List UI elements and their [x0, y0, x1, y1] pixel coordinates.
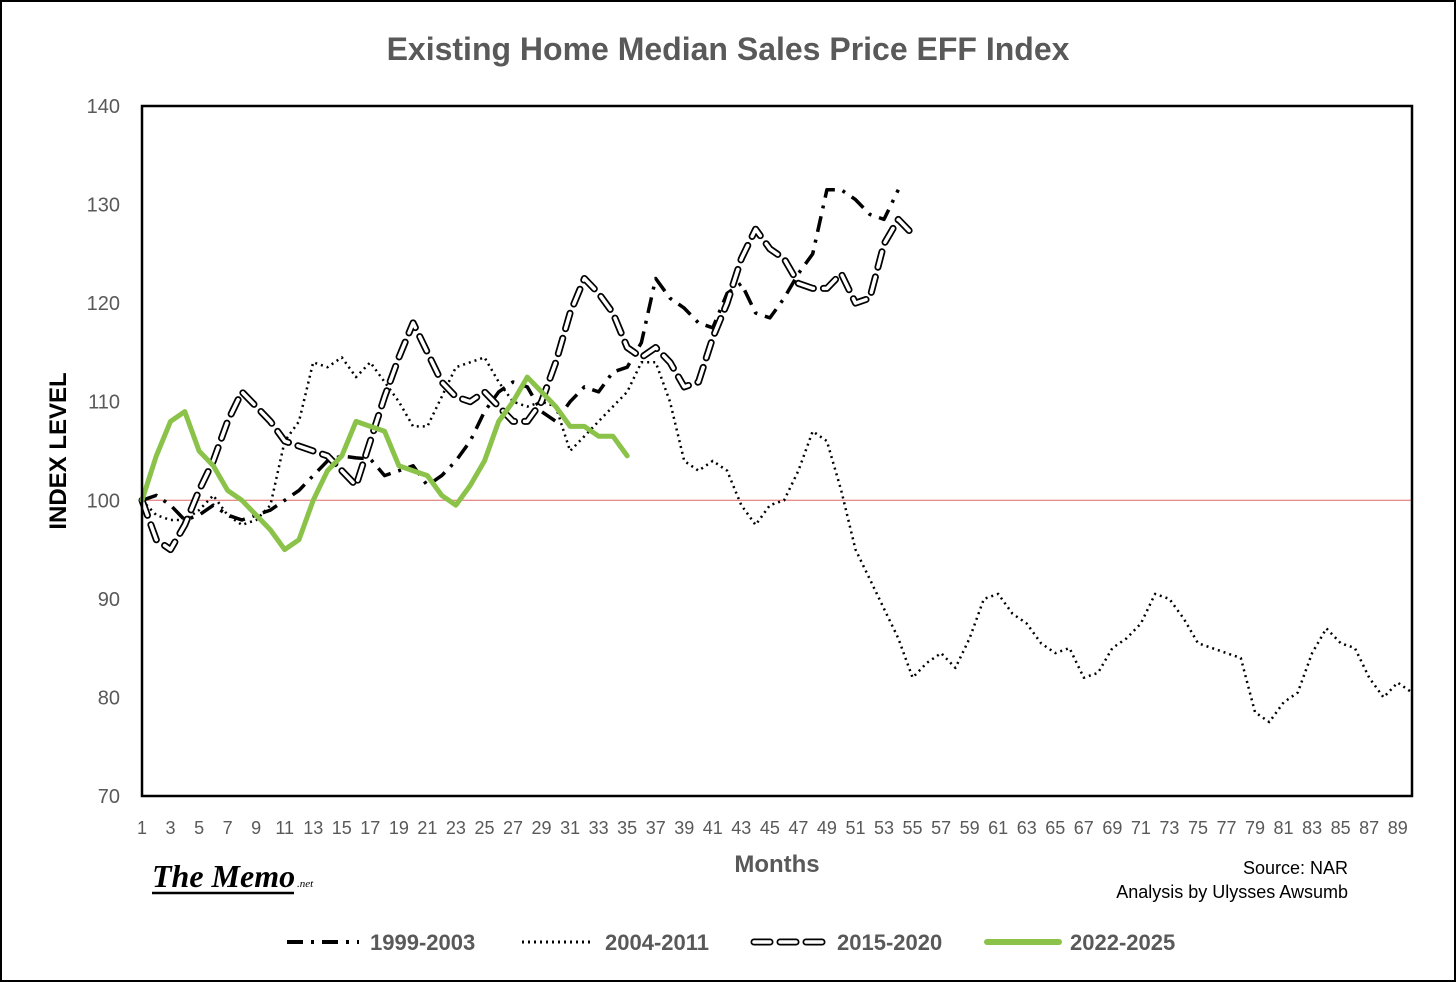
- series-line-inner: [140, 217, 915, 552]
- the-memo-logo: The Memo .net: [152, 858, 314, 895]
- y-axis-title: INDEX LEVEL: [45, 372, 72, 529]
- x-tick-label: 89: [1388, 818, 1408, 838]
- x-tick-label: 75: [1188, 818, 1208, 838]
- x-tick-label: 27: [503, 818, 523, 838]
- legend-label: 1999-2003: [370, 930, 475, 955]
- x-tick-label: 85: [1331, 818, 1351, 838]
- x-tick-label: 79: [1245, 818, 1265, 838]
- plot-area-border: [140, 104, 1414, 798]
- x-tick-label: 1: [137, 818, 147, 838]
- x-tick-label: 45: [760, 818, 780, 838]
- series-2015-2020: [138, 215, 917, 554]
- chart-title: Existing Home Median Sales Price EFF Ind…: [387, 31, 1070, 67]
- x-tick-label: 5: [194, 818, 204, 838]
- x-tick-label: 29: [532, 818, 552, 838]
- x-tick-label: 51: [845, 818, 865, 838]
- x-tick-label: 11: [275, 818, 294, 838]
- x-tick-label: 87: [1359, 818, 1379, 838]
- source-line: Source: NAR: [1243, 858, 1348, 878]
- legend-item-2004-2011: 2004-2011: [522, 930, 709, 955]
- series-2004-2011: [141, 356, 1413, 724]
- x-tick-label: 59: [960, 818, 980, 838]
- x-tick-label: 71: [1131, 818, 1151, 838]
- x-tick-label: 67: [1074, 818, 1094, 838]
- y-tick-label: 70: [98, 786, 120, 808]
- x-tick-label: 43: [731, 818, 751, 838]
- x-tick-label: 61: [988, 818, 1008, 838]
- x-tick-label: 83: [1302, 818, 1322, 838]
- x-tick-label: 35: [617, 818, 637, 838]
- x-tick-label: 77: [1216, 818, 1236, 838]
- x-tick-label: 49: [817, 818, 837, 838]
- x-tick-label: 65: [1045, 818, 1065, 838]
- series-1999-2003: [141, 188, 900, 522]
- x-tick-label: 53: [874, 818, 894, 838]
- legend-label: 2015-2020: [837, 930, 942, 955]
- y-tick-label: 120: [87, 293, 120, 315]
- x-tick-label: 55: [903, 818, 923, 838]
- x-tick-label: 73: [1159, 818, 1179, 838]
- x-tick-label: 25: [474, 818, 494, 838]
- legend-item-2022-2025: 2022-2025: [984, 930, 1175, 955]
- x-axis-ticks: 1 3 5 7 9 11 13 15 17 19 21 23 25 27 29 31 33 35 37 39 41 43 4…: [137, 818, 1408, 838]
- analysis-credit: Analysis by Ulysses Awsumb: [1116, 882, 1348, 902]
- x-tick-label: 81: [1274, 818, 1294, 838]
- legend: 1999-2003 2004-2011 2015-2020 2022-2025: [287, 930, 1175, 955]
- y-tick-label: 80: [98, 687, 120, 709]
- logo-text: The Memo: [152, 858, 295, 894]
- y-axis-ticks: 70 80 90 100 110 120 130 140: [87, 96, 120, 808]
- y-tick-label: 110: [88, 392, 120, 414]
- logo-suffix: .net: [297, 878, 314, 890]
- x-tick-label: 63: [1017, 818, 1037, 838]
- y-tick-label: 100: [87, 490, 120, 512]
- y-tick-label: 130: [87, 195, 120, 217]
- x-tick-label: 13: [303, 818, 323, 838]
- x-axis-title: Months: [734, 851, 819, 878]
- x-tick-label: 69: [1102, 818, 1122, 838]
- x-tick-label: 33: [589, 818, 609, 838]
- x-tick-label: 41: [703, 818, 723, 838]
- x-tick-label: 15: [332, 818, 352, 838]
- x-tick-label: 57: [931, 818, 951, 838]
- legend-item-2015-2020: 2015-2020: [750, 930, 942, 955]
- x-tick-label: 19: [389, 818, 409, 838]
- x-tick-label: 37: [646, 818, 666, 838]
- x-tick-label: 9: [251, 818, 261, 838]
- y-tick-label: 140: [87, 96, 120, 118]
- x-tick-label: 3: [166, 818, 176, 838]
- legend-label: 2004-2011: [605, 930, 709, 955]
- x-tick-label: 21: [417, 818, 437, 838]
- x-tick-label: 23: [446, 818, 466, 838]
- legend-item-1999-2003: 1999-2003: [287, 930, 475, 955]
- x-tick-label: 47: [788, 818, 808, 838]
- x-tick-label: 7: [223, 818, 233, 838]
- series-layer: [138, 188, 1413, 724]
- series-2022-2025: [139, 374, 630, 553]
- x-tick-label: 39: [674, 818, 694, 838]
- legend-label: 2022-2025: [1070, 930, 1175, 955]
- y-tick-label: 90: [98, 589, 120, 611]
- x-tick-label: 31: [560, 818, 580, 838]
- x-tick-label: 17: [360, 818, 380, 838]
